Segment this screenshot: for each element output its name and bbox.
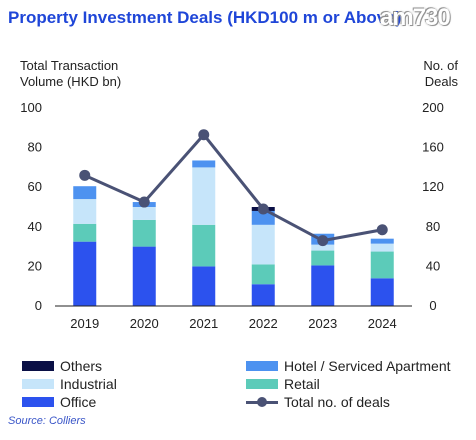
legend-label-office: Office xyxy=(60,394,97,410)
legend-swatch-office xyxy=(22,397,54,407)
left-tick-label: 60 xyxy=(28,179,42,194)
bar-hotel-2024 xyxy=(370,238,394,244)
legend-swatch-retail xyxy=(246,379,278,389)
legend-label-others: Others xyxy=(60,358,103,374)
source-note: Source: Colliers xyxy=(8,415,86,427)
bar-office-2020 xyxy=(132,246,156,306)
bar-office-2022 xyxy=(251,284,275,306)
bar-industrial-2020 xyxy=(132,207,156,220)
deals-point-2021 xyxy=(198,129,210,141)
right-tick-label: 0 xyxy=(429,298,436,313)
x-tick-label-2023: 2023 xyxy=(308,316,337,331)
legend-swatch-industrial xyxy=(22,379,54,389)
left-tick-label: 100 xyxy=(20,100,42,115)
x-tick-label-2022: 2022 xyxy=(249,316,278,331)
deals-point-2023 xyxy=(317,235,329,247)
bar-retail-2021 xyxy=(192,224,216,267)
watermark-logo: am730 xyxy=(380,4,451,31)
deals-point-2024 xyxy=(376,224,388,236)
legend-swatch-hotel xyxy=(246,361,278,371)
x-tick-label-2024: 2024 xyxy=(368,316,397,331)
bar-retail-2020 xyxy=(132,219,156,247)
legend-item-deals: Total no. of deals xyxy=(246,394,390,410)
right-tick-label: 80 xyxy=(426,219,440,234)
legend-item-others: Others xyxy=(22,358,102,374)
bar-office-2021 xyxy=(192,266,216,306)
left-tick-label: 40 xyxy=(28,219,42,234)
right-tick-label: 120 xyxy=(422,179,444,194)
x-tick-label-2019: 2019 xyxy=(70,316,99,331)
deals-point-2020 xyxy=(138,196,150,208)
left-tick-label: 0 xyxy=(35,298,42,313)
deals-line xyxy=(84,133,383,243)
legend-item-industrial: Industrial xyxy=(22,376,117,392)
bar-hotel-2022 xyxy=(251,210,275,225)
legend-label-retail: Retail xyxy=(284,376,320,392)
bar-hotel-2021 xyxy=(192,160,216,168)
legend-label-hotel: Hotel / Serviced Apartment xyxy=(284,358,451,374)
bar-office-2023 xyxy=(311,265,335,306)
bar-retail-2024 xyxy=(370,251,394,279)
bar-industrial-2024 xyxy=(370,243,394,252)
legend: Others Industrial Office Hotel / Service… xyxy=(22,358,472,414)
bar-office-2024 xyxy=(370,278,394,306)
left-axis-label: Total Transaction Volume (HKD bn) xyxy=(20,58,122,89)
left-tick-label: 80 xyxy=(28,140,42,155)
bar-retail-2019 xyxy=(73,223,97,242)
chart-title: Property Investment Deals (HKD100 m or A… xyxy=(8,8,402,27)
bar-retail-2022 xyxy=(251,264,275,285)
right-tick-label: 160 xyxy=(422,140,444,155)
legend-label-industrial: Industrial xyxy=(60,376,117,392)
bar-industrial-2021 xyxy=(192,167,216,225)
bar-industrial-2022 xyxy=(251,224,275,265)
legend-item-office: Office xyxy=(22,394,96,410)
legend-line-marker xyxy=(246,397,278,407)
deals-point-2019 xyxy=(79,169,91,181)
x-tick-label-2020: 2020 xyxy=(130,316,159,331)
bar-hotel-2019 xyxy=(73,186,97,200)
legend-item-hotel: Hotel / Serviced Apartment xyxy=(246,358,451,374)
left-tick-label: 20 xyxy=(28,258,42,273)
deals-point-2022 xyxy=(257,203,269,215)
bar-office-2019 xyxy=(73,241,97,306)
right-tick-label: 40 xyxy=(426,258,440,273)
legend-swatch-others xyxy=(22,361,54,371)
x-tick-label-2021: 2021 xyxy=(189,316,218,331)
right-tick-label: 200 xyxy=(422,100,444,115)
legend-item-retail: Retail xyxy=(246,376,320,392)
right-axis-label: No. of Deals xyxy=(423,58,458,89)
bar-retail-2023 xyxy=(311,250,335,266)
bar-industrial-2023 xyxy=(311,244,335,251)
legend-label-deals: Total no. of deals xyxy=(284,394,390,410)
bar-industrial-2019 xyxy=(73,199,97,224)
